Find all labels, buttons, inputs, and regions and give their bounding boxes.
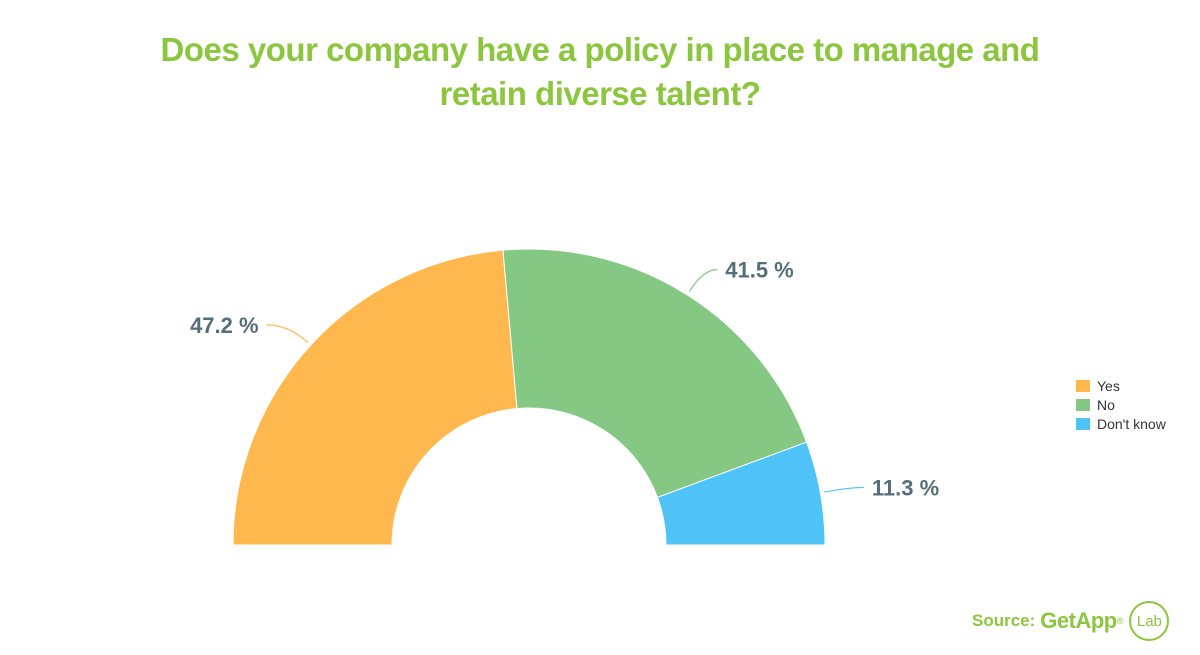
chart-title-line-2: retain diverse talent? [439,75,761,112]
legend-label-no: No [1097,396,1115,413]
chart-data-labels: 47.2 % 41.5 % 11.3 % [190,257,939,500]
lab-badge-logo: Lab [1129,601,1170,641]
leader-line-no [688,268,718,292]
source-credit: Source: GetApp ® Lab [972,598,1170,644]
legend-label-dont-know: Don't know [1097,415,1166,432]
legend-swatch-dont-know [1076,417,1090,430]
slice-yes[interactable] [232,249,518,546]
chart-slices [232,248,826,546]
data-label-dont-know: 11.3 % [872,475,939,500]
legend-swatch-no [1076,398,1090,411]
legend-item-yes[interactable]: Yes [1076,376,1166,395]
legend-item-dont-know[interactable]: Don't know [1076,414,1166,433]
legend-label-yes: Yes [1097,377,1120,394]
getapp-logo-text: GetApp [1040,608,1117,633]
chart-legend: Yes No Don't know [1076,376,1166,433]
leader-line-yes [266,324,309,343]
data-label-no: 41.5 % [725,257,794,282]
legend-swatch-yes [1076,379,1090,392]
leader-line-dont-know [824,486,864,493]
slice-dont-know[interactable] [656,441,826,546]
chart-title: Does your company have a policy in place… [0,28,1200,116]
data-label-yes: 47.2 % [190,313,259,338]
chart-leader-lines [266,268,864,493]
chart-title-line-1: Does your company have a policy in place… [160,31,1040,68]
slice-no[interactable] [502,248,808,499]
source-label: Source: [972,611,1036,630]
registered-mark: ® [1116,616,1124,626]
legend-item-no[interactable]: No [1076,395,1166,414]
